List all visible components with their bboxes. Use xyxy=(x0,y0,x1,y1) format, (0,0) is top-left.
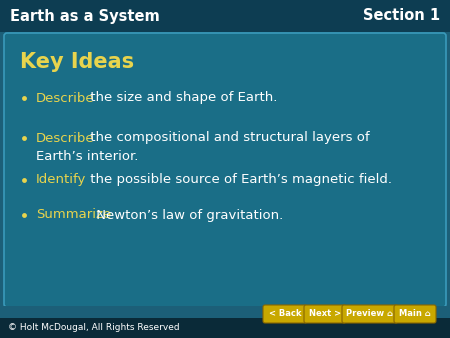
FancyBboxPatch shape xyxy=(263,305,307,323)
Text: Newton’s law of gravitation.: Newton’s law of gravitation. xyxy=(92,209,283,221)
Text: the size and shape of Earth.: the size and shape of Earth. xyxy=(86,92,277,104)
Text: Identify: Identify xyxy=(36,173,86,187)
Text: < Back: < Back xyxy=(269,310,301,318)
Text: Earth as a System: Earth as a System xyxy=(10,8,160,24)
Text: Earth’s interior.: Earth’s interior. xyxy=(36,149,139,163)
Text: Preview ⌂: Preview ⌂ xyxy=(346,310,393,318)
Text: Key Ideas: Key Ideas xyxy=(20,52,134,72)
Text: the compositional and structural layers of: the compositional and structural layers … xyxy=(86,131,369,145)
Text: Describe: Describe xyxy=(36,131,94,145)
Bar xyxy=(0,0,450,32)
FancyBboxPatch shape xyxy=(394,305,436,323)
Text: Summarize: Summarize xyxy=(36,209,111,221)
Text: the possible source of Earth’s magnetic field.: the possible source of Earth’s magnetic … xyxy=(86,173,392,187)
FancyBboxPatch shape xyxy=(4,33,446,307)
Bar xyxy=(0,318,450,338)
Text: Main ⌂: Main ⌂ xyxy=(399,310,431,318)
FancyBboxPatch shape xyxy=(342,305,398,323)
Text: Describe: Describe xyxy=(36,92,94,104)
Bar xyxy=(0,306,450,326)
FancyBboxPatch shape xyxy=(304,305,346,323)
Text: © Holt McDougal, All Rights Reserved: © Holt McDougal, All Rights Reserved xyxy=(8,323,180,333)
Text: Section 1: Section 1 xyxy=(363,8,440,24)
Text: Next >: Next > xyxy=(309,310,341,318)
